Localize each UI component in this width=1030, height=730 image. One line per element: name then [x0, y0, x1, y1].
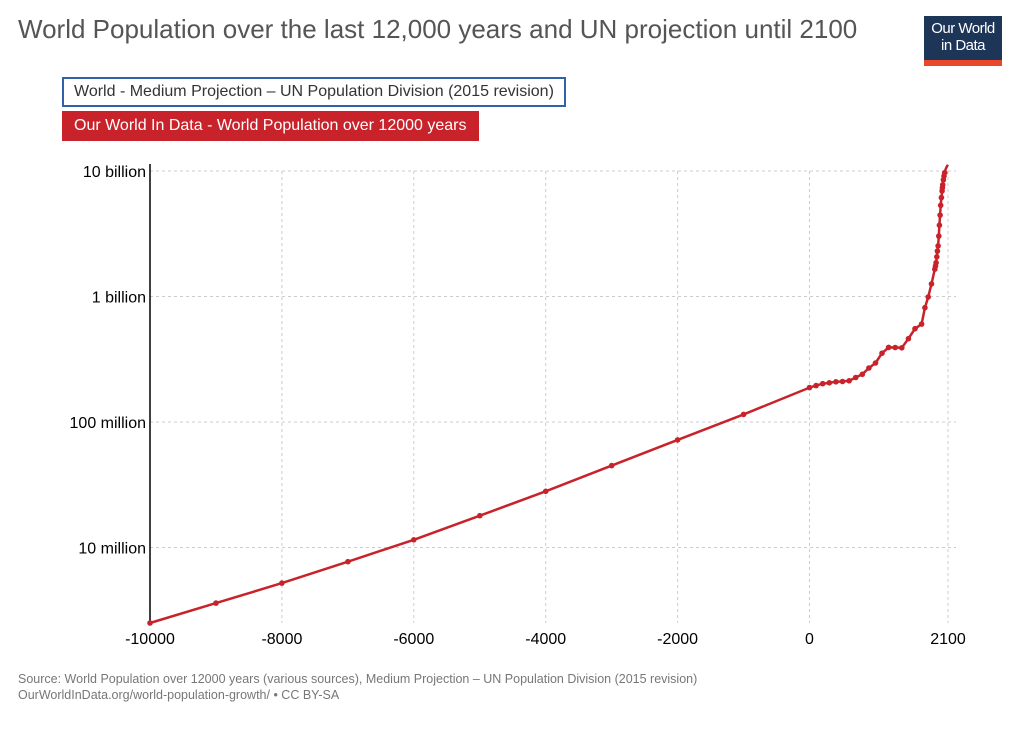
data-point	[833, 379, 839, 385]
x-tick-label: -4000	[525, 631, 566, 648]
data-point	[872, 360, 879, 366]
axes: 10 million 100 million 1 billion 10 billion…	[70, 164, 966, 648]
data-point	[859, 371, 866, 378]
data-point	[937, 202, 944, 209]
data-point	[918, 321, 925, 327]
data-point	[740, 411, 747, 418]
data-point	[936, 222, 943, 228]
source-note: Source: World Population over 12000 year…	[18, 672, 698, 686]
x-tick-label: -10000	[125, 631, 175, 648]
data-point	[852, 374, 859, 381]
x-tick-label: -6000	[393, 631, 434, 648]
data-point	[934, 248, 941, 254]
data-point	[674, 437, 681, 443]
data-point	[939, 182, 946, 188]
y-tick-label: 10 million	[78, 540, 146, 557]
data-point	[912, 325, 918, 332]
series-line	[149, 164, 950, 625]
data-point	[826, 380, 833, 386]
series-layer	[147, 164, 950, 626]
data-point	[937, 212, 943, 218]
source-link[interactable]: OurWorldInData.org/world-population-grow…	[18, 688, 340, 702]
y-tick-label: 100 million	[70, 415, 146, 432]
data-point	[934, 254, 940, 260]
data-point	[866, 365, 872, 371]
legend-item-owid-population[interactable]: Our World In Data - World Population ove…	[62, 111, 479, 141]
data-point	[839, 378, 846, 385]
data-point	[608, 462, 615, 469]
data-point	[925, 294, 931, 300]
logo-line-1: Our World	[931, 20, 995, 37]
x-tick-label: -2000	[657, 631, 698, 648]
y-tick-label: 1 billion	[92, 289, 146, 306]
logo-line-2: in Data	[940, 37, 986, 54]
data-point	[936, 233, 942, 239]
data-point	[806, 384, 813, 391]
x-tick-label: -8000	[261, 631, 302, 648]
data-point	[542, 488, 549, 495]
data-point	[941, 169, 948, 176]
data-point	[899, 345, 905, 351]
page-title: World Population over the last 12,000 ye…	[18, 14, 858, 44]
population-chart: 10 million 100 million 1 billion 10 billion…	[70, 164, 966, 648]
data-point	[892, 344, 898, 351]
x-tick-label: 0	[805, 631, 814, 648]
data-point	[928, 281, 935, 287]
grid-lines	[150, 170, 956, 623]
data-point	[938, 194, 945, 201]
data-point	[813, 382, 819, 389]
owid-logo[interactable]: Our World in Data	[924, 16, 1002, 66]
data-point	[922, 304, 928, 311]
data-point	[846, 378, 852, 384]
data-point	[885, 344, 892, 351]
data-point	[345, 558, 351, 565]
logo-accent-bar	[924, 60, 1002, 66]
data-point	[411, 537, 417, 543]
data-point	[477, 512, 483, 519]
data-point	[935, 243, 941, 249]
footer: Source: World Population over 12000 year…	[18, 671, 697, 703]
data-point	[819, 380, 826, 387]
data-point	[147, 620, 153, 626]
data-point	[933, 259, 939, 266]
data-point	[879, 350, 885, 356]
y-tick-label: 10 billion	[83, 164, 146, 181]
data-point	[279, 580, 285, 586]
x-tick-label: 2100	[930, 631, 966, 648]
data-point	[905, 335, 912, 342]
legend-item-un-projection[interactable]: World - Medium Projection – UN Populatio…	[62, 77, 566, 107]
data-point	[213, 600, 219, 606]
